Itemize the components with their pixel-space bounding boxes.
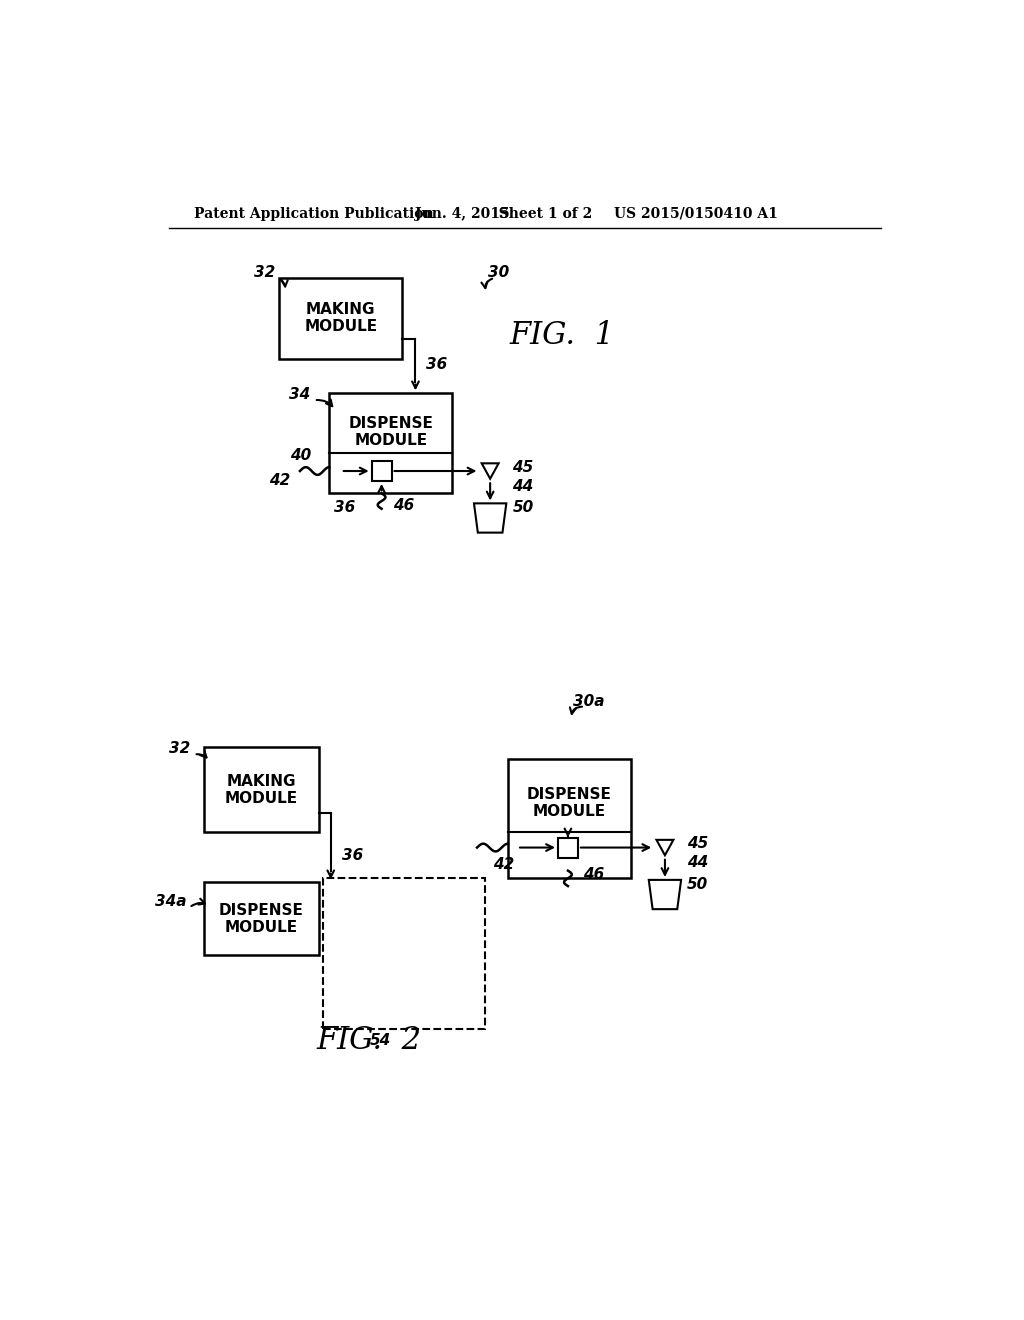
Text: 45: 45 [687, 836, 709, 851]
Bar [204, 747, 319, 832]
Bar [323, 878, 484, 1028]
Text: 34a: 34a [156, 894, 186, 909]
Bar [508, 759, 631, 878]
Bar [204, 882, 319, 956]
Text: 36: 36 [334, 500, 355, 515]
Text: DISPENSE
MODULE: DISPENSE MODULE [527, 787, 612, 820]
Polygon shape [481, 463, 499, 479]
Text: 34: 34 [290, 387, 310, 403]
Polygon shape [649, 880, 681, 909]
Polygon shape [474, 503, 506, 533]
Text: Sheet 1 of 2: Sheet 1 of 2 [488, 207, 592, 220]
Text: DISPENSE
MODULE: DISPENSE MODULE [219, 903, 304, 935]
Polygon shape [656, 840, 674, 855]
Text: FIG.  1: FIG. 1 [509, 319, 614, 351]
Text: 30: 30 [488, 265, 509, 280]
Text: 44: 44 [687, 855, 709, 870]
Bar [372, 461, 391, 480]
Text: MAKING
MODULE: MAKING MODULE [304, 302, 377, 334]
Text: 50: 50 [512, 500, 534, 516]
Text: 50: 50 [687, 876, 709, 892]
Text: 42: 42 [269, 473, 291, 488]
Text: 46: 46 [393, 498, 415, 513]
Text: Jun. 4, 2015: Jun. 4, 2015 [416, 207, 510, 220]
Text: 46: 46 [584, 867, 604, 882]
Text: FIG.  2: FIG. 2 [316, 1024, 422, 1056]
Text: 36: 36 [342, 847, 364, 863]
Bar [330, 393, 453, 494]
Bar [558, 838, 578, 858]
Bar [280, 277, 402, 359]
Text: 40: 40 [290, 447, 311, 463]
Text: Patent Application Publication: Patent Application Publication [194, 207, 433, 220]
Text: 36: 36 [426, 358, 447, 372]
Text: 44: 44 [512, 479, 534, 494]
Text: MAKING
MODULE: MAKING MODULE [225, 774, 298, 807]
Text: 42: 42 [494, 857, 515, 873]
Text: DISPENSE
MODULE: DISPENSE MODULE [348, 416, 433, 447]
Text: 30a: 30a [573, 694, 604, 709]
Text: 32: 32 [169, 742, 190, 756]
Text: US 2015/0150410 A1: US 2015/0150410 A1 [614, 207, 778, 220]
Text: 54: 54 [371, 1032, 391, 1048]
Text: 45: 45 [512, 459, 534, 475]
Text: 32: 32 [254, 265, 275, 280]
